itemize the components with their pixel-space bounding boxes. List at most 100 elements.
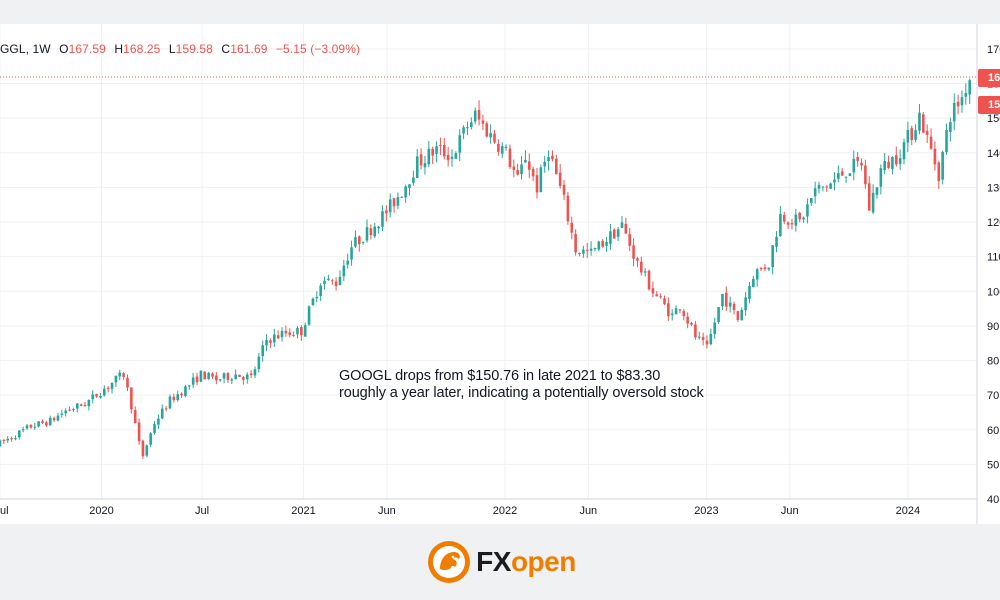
- candle-up: [435, 146, 438, 154]
- candle-down: [922, 114, 925, 133]
- candle-down: [925, 130, 929, 135]
- candle-down: [508, 148, 512, 167]
- candle-up: [949, 122, 952, 132]
- candle-down: [566, 195, 570, 222]
- candle-up: [280, 330, 284, 338]
- y-tick-label: 130: [987, 182, 1000, 194]
- candle-up: [176, 394, 180, 400]
- candle-up: [539, 167, 543, 193]
- low-value: 159.58: [175, 42, 213, 56]
- chart-panel[interactable]: 170160150140130120110100908070605040 ul2…: [0, 24, 1000, 524]
- candle-up: [0, 440, 2, 447]
- annotation-line-1: GOOGL drops from $150.76 in late 2021 to…: [339, 368, 661, 384]
- x-tick-label: ul: [0, 505, 9, 517]
- candle-down: [79, 404, 83, 406]
- x-tick-label: 2021: [291, 505, 315, 517]
- candle-down: [29, 424, 33, 428]
- candle-down: [763, 267, 767, 270]
- candle-up: [319, 285, 322, 297]
- x-tick-label: 2023: [694, 505, 718, 517]
- candle-down: [759, 267, 763, 269]
- candle-up: [245, 374, 249, 380]
- candle-down: [122, 373, 125, 377]
- candle-up: [945, 129, 948, 153]
- candle-up: [160, 408, 164, 419]
- candle-down: [334, 281, 338, 287]
- candle-up: [844, 176, 848, 178]
- candle-down: [910, 128, 914, 140]
- candle-down: [392, 198, 396, 207]
- y-tick-label: 110: [987, 252, 1000, 264]
- candle-down: [574, 234, 577, 253]
- high-value: 168.25: [123, 42, 161, 56]
- candle-down: [516, 170, 519, 175]
- candle-down: [133, 410, 137, 424]
- candle-up: [230, 379, 234, 381]
- candle-down: [419, 154, 423, 166]
- candle-down: [130, 387, 133, 410]
- high-label: H: [114, 42, 124, 56]
- previous-price-tag: 15: [978, 96, 1000, 114]
- candle-up: [582, 249, 585, 254]
- candle-down: [825, 186, 829, 188]
- candle-up: [520, 164, 523, 175]
- brand-fx: FX: [476, 546, 511, 577]
- candle-up: [404, 186, 407, 198]
- footer: FXopen: [0, 524, 1000, 600]
- candle-down: [786, 222, 790, 225]
- candle-up: [740, 309, 744, 321]
- candle-up: [222, 373, 226, 379]
- candle-up: [697, 336, 701, 338]
- candle-down: [655, 294, 659, 297]
- candle-down: [477, 110, 481, 120]
- candle-up: [342, 265, 346, 277]
- candle-up: [253, 369, 257, 376]
- candle-up: [207, 372, 210, 380]
- x-tick-label: Jul: [195, 505, 209, 517]
- candle-up: [643, 271, 647, 273]
- candle-up: [388, 199, 392, 213]
- candle-up: [748, 285, 751, 299]
- candles: [0, 78, 971, 459]
- candle-up: [75, 403, 79, 409]
- candle-down: [512, 166, 516, 170]
- close-value: 161.69: [230, 42, 268, 56]
- candle-up: [118, 372, 122, 377]
- fxopen-logo: FXopen: [426, 539, 576, 585]
- candle-down: [840, 171, 844, 176]
- candle-down: [790, 223, 794, 225]
- candle-up: [717, 307, 720, 323]
- y-tick-label: 170: [987, 44, 1000, 56]
- candle-down: [493, 133, 496, 143]
- candle-down: [215, 375, 218, 381]
- y-tick-label: 100: [987, 286, 1000, 298]
- candle-down: [782, 214, 786, 222]
- candle-down: [45, 422, 48, 426]
- candle-up: [744, 297, 747, 311]
- candle-down: [551, 155, 554, 160]
- lion-emblem-icon: [428, 541, 471, 583]
- candle-up: [837, 173, 840, 179]
- candle-down: [288, 332, 292, 335]
- candlestick-chart[interactable]: 170160150140130120110100908070605040 ul2…: [0, 24, 1000, 524]
- candle-down: [601, 240, 604, 247]
- candle-up: [806, 204, 809, 217]
- candle-down: [694, 324, 697, 338]
- candle-up: [616, 229, 620, 237]
- candle-up: [941, 151, 944, 180]
- candle-up: [504, 146, 508, 148]
- candle-up: [779, 213, 782, 237]
- candle-down: [238, 374, 241, 377]
- candle-down: [211, 373, 214, 377]
- candle-down: [555, 158, 558, 175]
- candle-up: [891, 156, 894, 169]
- y-tick-label: 60: [987, 425, 999, 437]
- candle-down: [535, 175, 539, 193]
- y-tick-label: 120: [987, 217, 1000, 229]
- candle-up: [423, 163, 427, 168]
- open-label: O: [59, 42, 69, 56]
- candle-down: [562, 184, 566, 195]
- candle-down: [647, 270, 651, 290]
- candle-up: [875, 187, 879, 195]
- candle-up: [427, 148, 431, 165]
